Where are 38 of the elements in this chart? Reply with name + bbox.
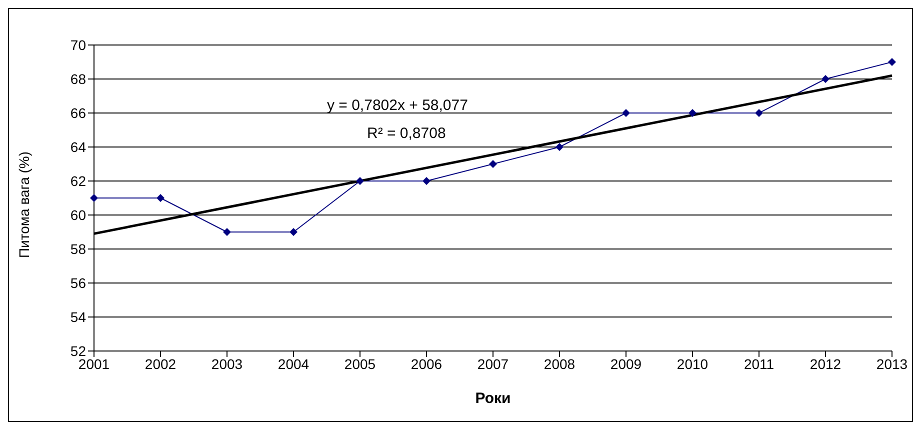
y-tick-label: 62: [70, 172, 86, 189]
point: [755, 109, 763, 117]
point: [489, 160, 497, 168]
point: [556, 143, 564, 151]
point: [822, 75, 830, 83]
point: [622, 109, 630, 117]
point: [688, 109, 696, 117]
point: [888, 58, 896, 66]
y-tick-label: 70: [70, 36, 86, 53]
x-tick-label: 2003: [211, 356, 243, 372]
y-tick-label: 66: [70, 104, 86, 121]
y-tick-label: 56: [70, 274, 86, 291]
x-tick-label: 2009: [610, 356, 642, 372]
x-tick-label: 2011: [744, 356, 774, 372]
x-tick-label: 2007: [477, 356, 509, 372]
x-tick-label: 2013: [876, 356, 908, 372]
y-tick-label: 58: [70, 240, 86, 257]
x-tick-label: 2008: [544, 356, 576, 372]
y-tick-label: 60: [70, 206, 86, 223]
point: [356, 177, 364, 185]
annotation: R² = 0,8708: [367, 125, 446, 142]
y-tick-label: 64: [70, 138, 86, 155]
x-axis-title: Роки: [475, 390, 511, 407]
x-tick-label: 2002: [144, 356, 176, 372]
y-tick-label: 54: [70, 308, 86, 325]
point: [156, 194, 164, 202]
point: [223, 228, 231, 236]
annotation: y = 0,7802x + 58,077: [327, 97, 468, 114]
x-tick-label: 2010: [676, 356, 708, 372]
y-axis-title: Питома вага (%): [16, 151, 32, 258]
x-tick-label: 2006: [410, 356, 442, 372]
x-tick-label: 2012: [810, 356, 842, 372]
x-tick-label: 2004: [278, 356, 310, 372]
y-tick-label: 68: [70, 70, 86, 87]
point: [290, 228, 298, 236]
x-tick-label: 2005: [344, 356, 376, 372]
point: [422, 177, 430, 185]
point: [90, 194, 98, 202]
